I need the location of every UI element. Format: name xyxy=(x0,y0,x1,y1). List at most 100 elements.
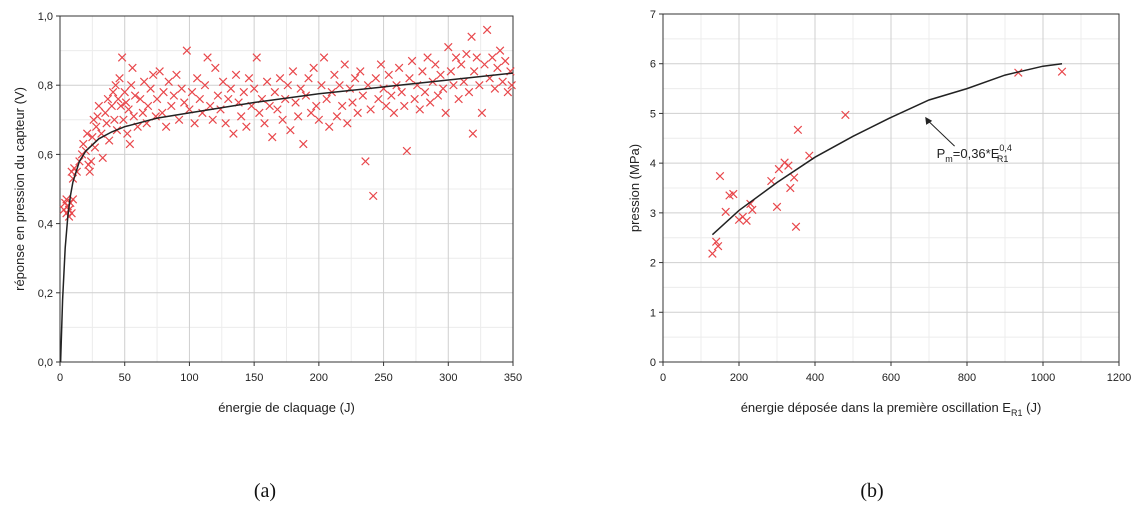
data-point xyxy=(82,129,92,138)
data-point xyxy=(449,80,458,90)
data-point xyxy=(708,249,717,258)
data-point xyxy=(244,74,254,83)
data-point xyxy=(381,101,391,111)
data-point xyxy=(169,91,179,100)
data-point xyxy=(319,53,329,62)
data-point xyxy=(130,91,140,100)
data-point xyxy=(387,91,396,100)
data-point xyxy=(498,77,507,86)
data-point xyxy=(451,53,461,62)
data-point xyxy=(107,101,116,111)
x-tick-label: 800 xyxy=(958,372,976,384)
y-tick-label: 0 xyxy=(650,357,656,369)
data-point xyxy=(348,98,357,107)
data-point xyxy=(102,119,111,128)
data-point xyxy=(376,60,386,69)
data-point xyxy=(713,241,723,251)
data-point xyxy=(231,70,241,80)
data-point xyxy=(203,53,212,62)
y-axis-label: pression (MPa) xyxy=(627,144,642,232)
x-tick-label: 0 xyxy=(660,372,666,384)
data-point xyxy=(441,108,450,118)
data-point xyxy=(462,49,471,59)
data-point xyxy=(98,153,107,163)
data-point xyxy=(268,132,277,142)
data-point xyxy=(729,189,738,199)
x-tick-label: 1000 xyxy=(1031,372,1055,384)
data-point xyxy=(114,94,123,104)
data-point xyxy=(324,122,334,131)
data-point xyxy=(772,202,782,212)
data-point xyxy=(405,74,414,83)
data-point xyxy=(350,74,360,83)
data-points xyxy=(59,25,516,221)
data-point xyxy=(361,157,370,166)
data-point xyxy=(368,191,378,201)
data-point xyxy=(286,125,295,135)
y-tick-label: 2 xyxy=(650,258,656,270)
data-point xyxy=(273,105,282,114)
data-point xyxy=(312,101,321,111)
data-point xyxy=(306,108,316,118)
x-axis-label: énergie déposée dans la première oscilla… xyxy=(741,400,1042,418)
data-point xyxy=(446,67,456,76)
data-point xyxy=(218,77,228,86)
data-point xyxy=(789,173,799,182)
data-point xyxy=(94,101,104,111)
x-tick-label: 50 xyxy=(119,372,131,384)
fit-equation: Pm=0,36*E0,4 R1 xyxy=(937,143,1012,164)
y-tick-label: 6 xyxy=(650,59,656,71)
y-tick-label: 1,0 xyxy=(38,11,53,23)
data-point xyxy=(108,87,118,97)
data-point xyxy=(187,87,197,97)
data-point xyxy=(192,74,202,83)
annotation-arrow-head xyxy=(925,116,933,125)
annotation-arrow-line xyxy=(927,120,955,147)
data-point xyxy=(288,67,298,76)
data-point xyxy=(296,84,305,93)
data-point xyxy=(507,80,516,90)
data-point xyxy=(482,25,492,35)
data-point xyxy=(322,94,331,104)
x-tick-label: 600 xyxy=(882,372,900,384)
data-point xyxy=(444,42,453,52)
data-point xyxy=(260,119,269,128)
y-tick-label: 0,2 xyxy=(38,288,53,300)
panel-label: (a) xyxy=(254,480,276,502)
data-point xyxy=(66,198,75,208)
data-point xyxy=(93,112,102,121)
data-point xyxy=(211,63,220,73)
data-point xyxy=(262,77,272,86)
data-point xyxy=(265,101,274,111)
data-point xyxy=(438,84,448,93)
data-point xyxy=(793,125,803,135)
x-tick-label: 200 xyxy=(310,372,328,384)
grid-major xyxy=(60,16,513,362)
data-point xyxy=(358,91,368,100)
data-point xyxy=(332,112,342,121)
data-point xyxy=(242,122,251,131)
data-point xyxy=(177,84,186,93)
data-point xyxy=(425,98,435,107)
data-point xyxy=(208,115,217,125)
data-point xyxy=(116,101,126,111)
data-point xyxy=(124,105,133,114)
data-point xyxy=(126,80,136,90)
plot-frame xyxy=(59,15,514,363)
data-point xyxy=(475,80,484,90)
data-point xyxy=(420,87,430,97)
y-tick-label: 0,4 xyxy=(38,219,53,231)
data-point xyxy=(423,53,432,62)
y-tick-label: 0,8 xyxy=(38,80,53,92)
y-tick-label: 0,6 xyxy=(38,149,53,161)
data-point xyxy=(64,212,74,221)
data-point xyxy=(86,157,96,166)
data-point xyxy=(101,108,110,118)
data-point xyxy=(270,87,280,97)
data-point xyxy=(92,122,101,131)
data-point xyxy=(791,222,801,232)
x-tick-label: 350 xyxy=(504,372,522,384)
data-point xyxy=(389,108,399,118)
data-point xyxy=(110,115,119,125)
data-point xyxy=(805,151,814,160)
